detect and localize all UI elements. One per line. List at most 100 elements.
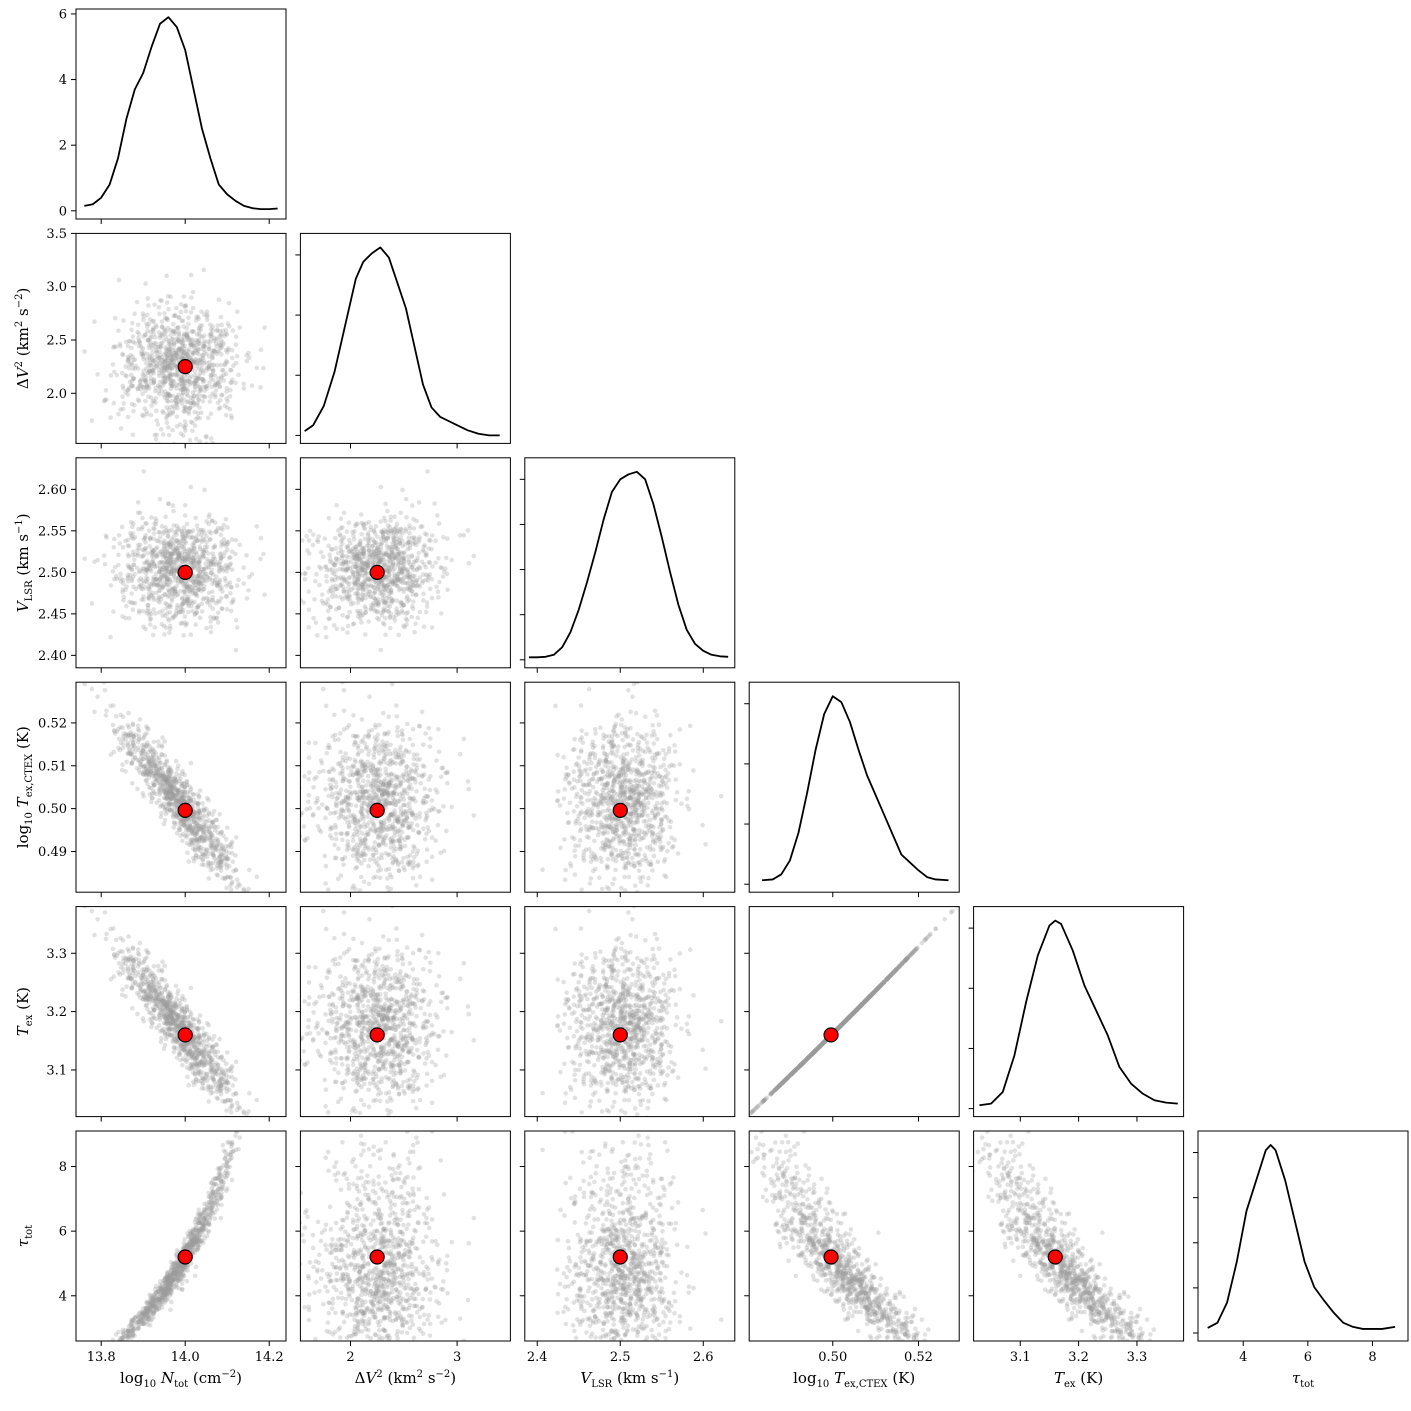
- sample-point: [217, 599, 222, 604]
- sample-point: [193, 359, 199, 365]
- sample-point: [404, 803, 410, 808]
- sample-point: [160, 803, 165, 809]
- sample-point: [176, 554, 182, 560]
- sample-point: [368, 761, 374, 767]
- sample-point: [136, 584, 142, 589]
- sample-point: [172, 777, 178, 782]
- sample-point: [167, 561, 173, 567]
- sample-point: [401, 554, 406, 560]
- sample-point: [300, 538, 305, 543]
- sample-point: [338, 548, 344, 554]
- sample-point: [121, 598, 126, 603]
- sample-point: [163, 791, 169, 796]
- sample-point: [376, 843, 382, 849]
- sample-point: [380, 530, 386, 535]
- sample-point: [182, 380, 188, 386]
- sample-point: [166, 774, 171, 780]
- sample-point: [361, 584, 366, 590]
- sample-point: [318, 758, 324, 763]
- sample-point: [204, 533, 209, 539]
- sample-point: [144, 724, 149, 729]
- sample-point: [361, 612, 366, 617]
- sample-point: [333, 784, 339, 790]
- sample-point: [376, 834, 381, 839]
- sample-point: [194, 551, 199, 556]
- sample-point: [187, 382, 192, 388]
- sample-point: [368, 828, 374, 833]
- sample-point: [146, 757, 152, 762]
- sample-point: [392, 811, 398, 816]
- sample-point: [191, 552, 197, 558]
- sample-point: [125, 579, 131, 584]
- sample-point: [381, 779, 387, 784]
- sample-point: [136, 610, 142, 615]
- sample-point: [341, 588, 346, 594]
- sample-point: [183, 818, 189, 824]
- sample-point: [151, 739, 157, 745]
- sample-point: [166, 376, 172, 382]
- sample-point: [214, 616, 219, 621]
- sample-point: [163, 565, 169, 570]
- sample-point: [111, 703, 116, 708]
- sample-point: [179, 795, 185, 801]
- sample-point: [219, 842, 224, 848]
- sample-point: [410, 813, 416, 818]
- sample-point: [354, 792, 360, 798]
- sample-point: [194, 576, 199, 582]
- sample-point: [195, 847, 201, 852]
- sample-point: [401, 555, 407, 561]
- sample-point: [325, 887, 331, 893]
- sample-point: [348, 548, 354, 553]
- sample-point: [218, 559, 223, 564]
- sample-point: [360, 567, 366, 573]
- sample-point: [398, 754, 403, 760]
- sample-point: [186, 528, 192, 534]
- sample-point: [187, 584, 192, 589]
- sample-point: [143, 540, 148, 545]
- sample-point: [171, 541, 176, 546]
- sample-point: [376, 603, 381, 608]
- sample-point: [366, 863, 371, 869]
- sample-point: [190, 528, 196, 533]
- sample-point: [327, 616, 332, 621]
- sample-point: [211, 562, 217, 568]
- sample-point: [345, 564, 351, 570]
- y-tick-label: 2.60: [38, 483, 67, 498]
- sample-point: [381, 537, 387, 542]
- sample-point: [197, 578, 203, 583]
- sample-point: [157, 566, 163, 572]
- sample-point: [153, 335, 158, 340]
- sample-point: [349, 549, 355, 554]
- sample-point: [162, 552, 168, 558]
- sample-point: [368, 578, 373, 583]
- sample-point: [411, 567, 416, 573]
- sample-point: [357, 542, 363, 548]
- sample-point: [393, 754, 398, 760]
- sample-point: [405, 810, 411, 816]
- sample-point: [363, 632, 368, 637]
- sample-point: [227, 406, 233, 412]
- sample-point: [457, 532, 463, 538]
- sample-point: [443, 566, 448, 571]
- sample-point: [178, 820, 183, 825]
- sample-point: [371, 856, 376, 862]
- sample-point: [149, 761, 154, 767]
- sample-point: [391, 854, 396, 859]
- sample-point: [157, 552, 162, 557]
- sample-point: [387, 579, 392, 585]
- sample-point: [399, 560, 404, 566]
- sample-point: [362, 536, 368, 542]
- sample-point: [186, 594, 191, 600]
- sample-point: [407, 824, 412, 830]
- sample-point: [360, 593, 366, 598]
- sample-point: [394, 609, 399, 614]
- sample-point: [364, 569, 369, 575]
- sample-point: [169, 358, 175, 363]
- sample-point: [379, 792, 385, 797]
- sample-point: [396, 576, 402, 582]
- sample-point: [363, 746, 369, 751]
- sample-point: [381, 606, 386, 611]
- sample-point: [155, 777, 161, 782]
- sample-point: [353, 579, 358, 585]
- sample-point: [189, 577, 194, 582]
